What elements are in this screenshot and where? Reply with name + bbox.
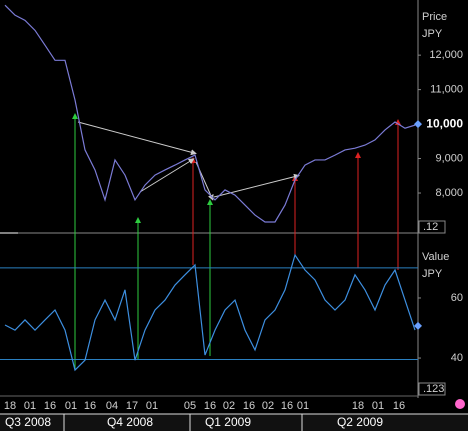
- last-value-label: 10,000: [426, 116, 463, 130]
- axis-unit: JPY: [422, 268, 443, 280]
- axis-title: Price: [422, 11, 447, 23]
- y-tick-label: 12,000: [429, 49, 463, 61]
- x-tick-label: 16: [393, 400, 405, 412]
- axis-title: Value: [422, 251, 449, 263]
- x-tick-label: 16: [44, 400, 56, 412]
- x-tick-label: 04: [106, 400, 118, 412]
- x-tick-label: 17: [126, 400, 138, 412]
- x-tick-label: 16: [243, 400, 255, 412]
- x-tick-label: 02: [262, 400, 274, 412]
- quarter-label: Q3 2008: [5, 415, 51, 429]
- y-tick-label: 9,000: [435, 152, 463, 164]
- x-tick-label: 05: [184, 400, 196, 412]
- quarter-label: Q4 2008: [107, 415, 153, 429]
- trend-arrow: [139, 158, 195, 193]
- y-tick-label: 11,000: [430, 84, 463, 96]
- quarter-band: [0, 414, 468, 431]
- y-tick-label: 40: [451, 352, 463, 364]
- y-tick-label: 60: [451, 292, 463, 304]
- y-tick-label: 8,000: [435, 187, 463, 199]
- trend-arrow: [77, 121, 197, 156]
- quarter-label: Q1 2009: [205, 415, 251, 429]
- x-tick-label: 16: [281, 400, 293, 412]
- last-value-marker: [414, 321, 422, 330]
- x-tick-label: 02: [223, 400, 235, 412]
- series-line: [4, 253, 416, 372]
- annotations: [72, 113, 401, 370]
- corner-label: .12: [423, 221, 438, 233]
- status-dot: [455, 399, 465, 409]
- x-tick-label: 16: [204, 400, 216, 412]
- x-tick-label: 01: [297, 400, 309, 412]
- x-tick-label: 16: [84, 400, 96, 412]
- trend-arrow: [213, 173, 300, 198]
- x-tick-label: 01: [65, 400, 77, 412]
- x-tick-label: 01: [146, 400, 158, 412]
- x-tick-label: 01: [372, 400, 384, 412]
- quarter-label: Q2 2009: [337, 415, 383, 429]
- last-value-marker: [414, 120, 422, 129]
- corner-box: [418, 382, 446, 396]
- x-tick-label: 18: [4, 400, 16, 412]
- x-tick-label: 01: [24, 400, 36, 412]
- corner-box: [418, 220, 446, 234]
- corner-label: .123: [423, 383, 444, 395]
- x-tick-label: 18: [352, 400, 364, 412]
- axis-unit: JPY: [422, 28, 443, 40]
- series-line: [4, 4, 416, 223]
